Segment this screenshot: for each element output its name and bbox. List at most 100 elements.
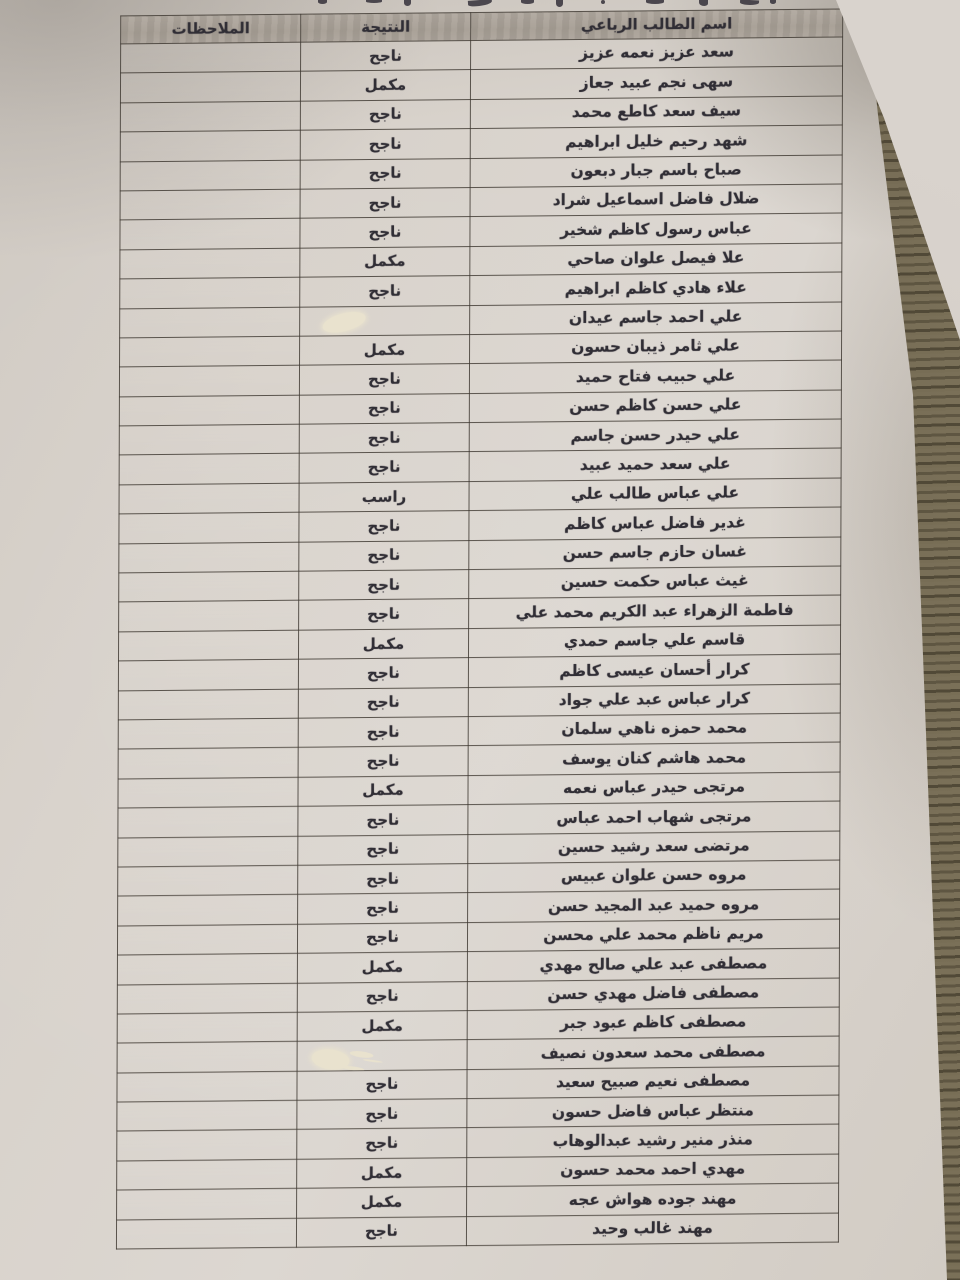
result-cell: ناجح	[300, 40, 471, 72]
student-name-cell: ضلال فاضل اسماعيل شراد	[470, 183, 843, 217]
notes-cell	[118, 600, 299, 632]
result-cell: مكمل	[297, 775, 469, 807]
notes-cell	[117, 1012, 298, 1044]
notes-cell	[119, 306, 300, 338]
student-name-cell: سهى نجم عبيد جعاز	[470, 66, 843, 100]
student-name-cell: علي حسن كاظم حسن	[469, 389, 842, 423]
notes-cell	[119, 453, 300, 485]
result-cell: ناجح	[298, 657, 469, 689]
student-name-cell: شهد رحيم خليل ابراهيم	[470, 125, 843, 159]
student-name-cell: مهند غالب وحيد	[466, 1212, 839, 1246]
student-name-cell: محمد حمزه ناهي سلمان	[468, 713, 841, 746]
result-cell: ناجح	[298, 687, 469, 719]
student-name-cell: منذر منير رشيد عبدالوهاب	[466, 1124, 839, 1158]
result-cell: مكمل	[297, 951, 468, 983]
notes-cell	[117, 835, 298, 867]
result-cell: ناجح	[298, 716, 469, 748]
student-table-body: سعد عزيز نعمه عزيز ناجح سهى نجم عبيد جعاز م…	[116, 36, 843, 1250]
result-cell: ناجح	[299, 422, 470, 454]
student-name-cell: عباس رسول كاظم شخير	[469, 213, 843, 247]
notes-cell	[117, 923, 298, 956]
notes-cell	[118, 747, 299, 779]
student-name-cell: علي احمد جاسم عيدان	[469, 301, 842, 335]
result-cell: ناجح	[300, 187, 471, 219]
correction-fluid-mark	[310, 1047, 351, 1071]
column-header-name: اسم الطالب الرباعي	[470, 8, 843, 41]
student-name-cell: كرار أحسان عيسى كاظم	[468, 654, 841, 688]
notes-cell	[120, 189, 301, 221]
notes-cell	[116, 1129, 297, 1161]
result-cell: ناجح	[300, 99, 471, 131]
student-name-cell: قاسم علي جاسم حمدي	[468, 624, 841, 658]
result-cell: ناجح	[297, 981, 468, 1013]
student-name-cell: غيث عباس حكمت حسين	[468, 566, 841, 600]
column-header-notes: الملاحظات	[120, 14, 301, 44]
notes-cell	[120, 100, 301, 133]
student-name-cell: مروه حسن علوان عبيس	[467, 859, 840, 893]
student-name-cell: مرتجى شهاب احمد عباس	[467, 801, 840, 835]
student-name-cell: علي حبيب فتاح حميد	[469, 360, 842, 394]
result-cell: ناجح	[298, 745, 469, 778]
result-cell: مكمل	[296, 1186, 467, 1218]
result-cell: ناجح	[298, 599, 469, 631]
student-name-cell: مهدي احمد محمد حسون	[466, 1153, 839, 1187]
result-cell: ناجح	[299, 363, 470, 395]
result-cell: مكمل	[299, 334, 470, 366]
notes-cell	[117, 777, 299, 809]
notes-cell	[118, 688, 299, 720]
student-name-cell: غسان حازم جاسم حسن	[468, 536, 841, 570]
student-name-cell: كرار عباس عبد علي جواد	[468, 683, 841, 717]
result-cell	[297, 1039, 468, 1071]
notes-cell	[119, 247, 300, 280]
student-name-cell: غدير فاضل عباس كاظم	[468, 507, 841, 541]
student-name-cell: مرتجى حيدر عباس نعمه	[467, 771, 841, 805]
notes-cell	[120, 159, 301, 191]
notes-cell	[120, 71, 301, 103]
result-cell: ناجح	[300, 128, 471, 160]
notes-cell	[120, 42, 301, 74]
notes-cell	[117, 865, 298, 897]
notes-cell	[117, 1041, 298, 1073]
notes-cell	[118, 571, 299, 603]
student-name-cell: مصطفى نعيم صبيح سعيد	[466, 1065, 840, 1099]
result-cell: مكمل	[296, 1157, 467, 1189]
result-cell: ناجح	[297, 834, 468, 866]
result-cell: ناجح	[299, 275, 470, 307]
notes-cell	[118, 718, 299, 750]
student-name-cell: مصطفى فاضل مهدي حسن	[467, 977, 840, 1011]
student-name-cell: صباح باسم جبار دبعون	[470, 154, 843, 188]
notes-cell	[117, 806, 298, 838]
result-cell: ناجح	[297, 892, 468, 924]
result-cell	[299, 305, 470, 337]
notes-cell	[116, 1217, 297, 1250]
column-header-result: النتيجة	[300, 12, 471, 43]
student-name-cell: علا فيصل علوان صاحي	[469, 242, 842, 276]
result-cell: ناجح	[296, 1216, 467, 1248]
notes-cell	[116, 1188, 297, 1220]
student-name-cell: علاء هادي كاظم ابراهيم	[469, 272, 842, 306]
result-cell: مكمل	[297, 1010, 468, 1042]
student-name-cell: علي عباس طالب علي	[468, 477, 842, 511]
result-cell: ناجح	[298, 540, 469, 572]
notes-cell	[117, 953, 298, 985]
result-cell: مكمل	[298, 628, 469, 660]
student-name-cell: فاطمة الزهراء عبد الكريم محمد علي	[468, 595, 841, 629]
result-cell: ناجح	[298, 510, 469, 542]
notes-cell	[120, 130, 301, 162]
student-name-cell: مروه حميد عبد المجيد حسن	[467, 889, 840, 923]
notes-cell	[119, 277, 300, 309]
result-cell: ناجح	[299, 216, 471, 248]
student-name-cell: مصطفى عبد علي صالح مهدي	[467, 948, 840, 982]
student-name-cell: محمد هاشم كنان يوسف	[468, 742, 841, 776]
student-name-cell: سعد عزيز نعمه عزيز	[470, 36, 843, 70]
student-name-cell: سيف سعد كاطع محمد	[470, 95, 843, 129]
student-name-cell: علي ثامر ذيبان حسون	[469, 330, 842, 364]
result-cell: مكمل	[300, 69, 471, 101]
result-cell: ناجح	[299, 452, 470, 484]
notes-cell	[116, 1159, 297, 1191]
results-table: اسم الطالب الرباعي النتيجة الملاحظات سعد…	[116, 8, 843, 1250]
student-name-cell: مهند جوده هواش عجه	[466, 1183, 839, 1217]
notes-cell	[118, 630, 299, 662]
